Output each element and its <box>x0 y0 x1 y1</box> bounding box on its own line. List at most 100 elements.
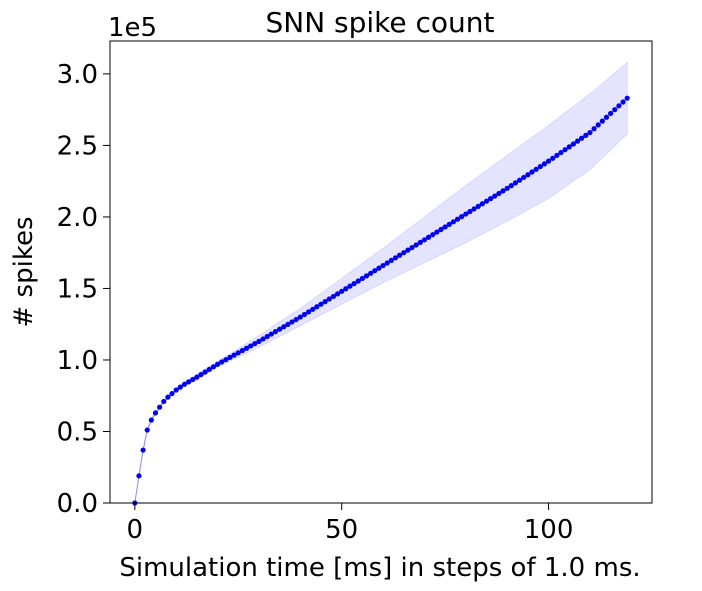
data-point <box>293 316 299 323</box>
data-point <box>231 352 237 358</box>
data-point <box>603 114 610 120</box>
data-point <box>612 107 618 113</box>
chart-title: SNN spike count <box>265 6 494 39</box>
data-point <box>595 122 601 128</box>
data-point <box>202 369 208 375</box>
data-point <box>438 226 444 233</box>
data-point <box>579 135 585 141</box>
data-point <box>587 129 593 136</box>
series-markers <box>132 95 630 506</box>
y-tick-label: 2.5 <box>57 131 98 161</box>
data-point <box>248 343 254 349</box>
data-point <box>343 286 349 292</box>
data-point <box>397 252 403 258</box>
data-point <box>190 376 196 383</box>
data-point <box>157 404 163 410</box>
x-axis-ticks: 0 50 100 <box>127 503 573 545</box>
data-point <box>562 147 568 153</box>
y-tick-label: 1.0 <box>57 346 98 376</box>
data-point <box>148 417 154 423</box>
data-point <box>529 169 535 175</box>
data-point <box>181 381 188 387</box>
data-point <box>355 278 361 284</box>
data-point <box>467 208 473 215</box>
data-point <box>169 390 175 397</box>
data-point <box>339 288 345 294</box>
data-point <box>219 359 225 365</box>
data-point <box>583 132 589 138</box>
data-point <box>570 141 576 147</box>
data-point <box>144 427 150 433</box>
data-point <box>434 229 440 235</box>
data-point <box>459 214 465 220</box>
data-point <box>140 447 146 453</box>
data-point <box>223 357 229 363</box>
data-point <box>264 333 270 340</box>
data-point <box>550 155 556 161</box>
data-point <box>521 174 527 181</box>
data-point <box>463 211 469 217</box>
data-point <box>512 180 519 186</box>
data-point <box>500 188 506 194</box>
data-point <box>281 324 287 330</box>
data-point <box>314 304 320 310</box>
data-point <box>173 387 179 393</box>
data-point <box>533 166 539 172</box>
data-point <box>177 384 183 390</box>
data-point <box>198 371 204 378</box>
data-point <box>310 306 316 312</box>
data-point <box>235 350 241 356</box>
data-point <box>334 291 341 297</box>
axes-frame <box>109 40 653 504</box>
y-tick-label: 3.0 <box>57 60 98 90</box>
data-point <box>277 326 283 332</box>
data-point <box>430 232 436 238</box>
data-point <box>405 247 411 253</box>
data-point <box>372 268 378 274</box>
data-point <box>268 331 274 337</box>
data-point <box>620 99 626 105</box>
data-point <box>239 347 245 354</box>
data-point <box>214 361 221 367</box>
data-point <box>272 329 279 335</box>
data-point <box>591 126 597 132</box>
data-point <box>517 177 523 183</box>
data-point <box>289 319 295 325</box>
data-point <box>380 262 386 269</box>
plot-area <box>132 61 630 506</box>
data-point <box>574 138 581 144</box>
x-axis-label: Simulation time [ms] in steps of 1.0 ms. <box>119 553 640 583</box>
data-point <box>243 345 250 351</box>
data-point <box>525 172 531 178</box>
data-point <box>359 275 365 282</box>
y-tick-label: 2.0 <box>57 203 98 233</box>
std-band <box>134 61 628 504</box>
data-point <box>541 161 548 167</box>
data-point <box>483 198 490 204</box>
data-point <box>363 273 370 279</box>
data-point <box>376 265 382 271</box>
data-point <box>347 283 353 289</box>
data-point <box>624 95 630 101</box>
data-point <box>136 473 142 479</box>
data-point <box>161 398 167 405</box>
data-point <box>417 239 423 245</box>
data-point <box>368 270 374 276</box>
data-point <box>318 301 324 307</box>
data-point <box>322 299 328 305</box>
data-point <box>301 311 308 318</box>
data-point <box>206 366 212 373</box>
data-point <box>306 309 312 315</box>
data-point <box>508 183 514 189</box>
data-point <box>421 237 428 243</box>
data-point <box>504 185 510 191</box>
data-point <box>425 234 432 240</box>
data-point <box>442 224 448 230</box>
data-point <box>566 144 572 150</box>
data-point <box>413 242 419 248</box>
y-axis-ticks: 0.0 0.5 1.0 1.5 2.0 2.5 3.0 <box>57 60 110 519</box>
data-point <box>152 410 159 416</box>
data-point <box>297 314 303 320</box>
data-point <box>392 255 399 261</box>
y-axis-label: # spikes <box>9 217 39 328</box>
